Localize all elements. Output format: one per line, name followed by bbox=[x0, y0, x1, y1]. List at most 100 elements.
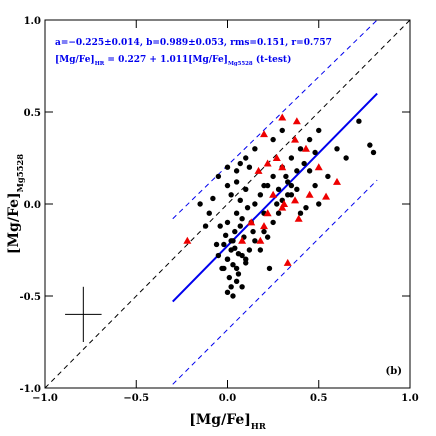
point bbox=[243, 155, 249, 161]
point bbox=[334, 146, 340, 152]
point bbox=[325, 173, 331, 180]
point bbox=[257, 247, 264, 253]
point bbox=[224, 256, 231, 262]
point bbox=[283, 258, 292, 266]
point bbox=[306, 168, 313, 174]
point bbox=[278, 113, 287, 121]
point bbox=[228, 238, 234, 244]
point bbox=[292, 117, 301, 125]
fit-line bbox=[172, 19, 378, 220]
point bbox=[224, 219, 231, 226]
point bbox=[272, 154, 281, 161]
point bbox=[297, 210, 304, 216]
point bbox=[239, 216, 245, 222]
panel-label: (b) bbox=[386, 366, 402, 377]
y-tick-label: 0.5 bbox=[24, 108, 41, 119]
point bbox=[285, 192, 291, 198]
point bbox=[215, 173, 222, 180]
point bbox=[316, 127, 322, 134]
point bbox=[243, 186, 249, 192]
point bbox=[278, 163, 287, 171]
x-axis-label-part: HR bbox=[251, 421, 267, 431]
point bbox=[261, 182, 267, 189]
point bbox=[221, 241, 227, 248]
point bbox=[233, 168, 240, 174]
point bbox=[221, 265, 227, 272]
point bbox=[233, 278, 240, 284]
point bbox=[333, 177, 341, 185]
fit-line bbox=[44, 19, 411, 389]
point bbox=[238, 236, 247, 244]
point bbox=[244, 204, 251, 211]
point bbox=[250, 228, 256, 235]
point bbox=[270, 173, 276, 180]
point bbox=[291, 135, 300, 143]
point bbox=[356, 118, 362, 124]
point bbox=[235, 250, 242, 257]
y-tick-label: -1.0 bbox=[19, 384, 41, 395]
annotation: a=−0.225±0.014, b=0.989±0.053, rms=0.151… bbox=[55, 38, 332, 48]
point bbox=[239, 284, 245, 290]
y-axis-label-part: Mg5528 bbox=[15, 154, 25, 193]
point bbox=[283, 173, 289, 180]
point bbox=[228, 284, 234, 290]
point bbox=[275, 186, 282, 192]
x-tick-label: −1.0 bbox=[32, 393, 58, 404]
point bbox=[312, 182, 318, 189]
annotation-part: (t-test) bbox=[253, 54, 292, 65]
point bbox=[233, 179, 240, 185]
point bbox=[247, 218, 256, 226]
point bbox=[263, 159, 272, 167]
point bbox=[288, 182, 295, 189]
point bbox=[291, 196, 300, 204]
annotation-part: HR bbox=[95, 61, 105, 67]
y-axis-label-part: [Mg/Fe] bbox=[6, 192, 22, 254]
point bbox=[246, 164, 253, 170]
point bbox=[305, 190, 314, 198]
point bbox=[270, 136, 276, 143]
point bbox=[370, 149, 377, 156]
point bbox=[215, 252, 222, 259]
point bbox=[314, 163, 323, 171]
point bbox=[232, 245, 238, 251]
point bbox=[260, 222, 268, 230]
fit-line bbox=[172, 179, 378, 385]
point bbox=[230, 262, 236, 268]
point bbox=[237, 160, 243, 167]
point bbox=[206, 210, 212, 216]
point bbox=[260, 130, 268, 138]
point bbox=[294, 168, 300, 174]
point bbox=[235, 271, 242, 277]
point bbox=[312, 149, 318, 156]
point bbox=[246, 247, 253, 253]
point bbox=[297, 146, 304, 152]
point bbox=[322, 192, 331, 200]
x-tick-label: 0.5 bbox=[310, 393, 327, 404]
y-axis-label: [Mg/Fe]Mg5528 bbox=[6, 154, 25, 254]
point bbox=[254, 166, 263, 174]
point bbox=[232, 228, 238, 235]
annotation: [Mg/Fe]HR = 0.227 + 1.011[Mg/Fe]Mg5528 (… bbox=[55, 54, 291, 67]
point bbox=[226, 274, 233, 281]
point bbox=[222, 232, 229, 238]
point bbox=[230, 293, 236, 299]
point bbox=[278, 203, 287, 211]
x-tick-label: 1.0 bbox=[401, 393, 418, 404]
point bbox=[367, 142, 373, 148]
point bbox=[264, 234, 271, 240]
point bbox=[183, 236, 192, 244]
point bbox=[217, 223, 223, 229]
point bbox=[275, 210, 282, 216]
x-axis-label: [Mg/Fe]HR bbox=[189, 412, 267, 431]
point bbox=[288, 155, 295, 161]
point bbox=[279, 127, 285, 134]
x-axis-label-part: [Mg/Fe] bbox=[189, 412, 251, 428]
annotation-part: = 0.227 + 1.011[Mg/Fe] bbox=[104, 55, 228, 65]
point bbox=[233, 210, 240, 216]
point bbox=[237, 197, 243, 204]
x-tick-label: 0.0 bbox=[219, 393, 236, 404]
point bbox=[294, 214, 303, 222]
point bbox=[274, 201, 280, 207]
point bbox=[270, 219, 276, 226]
